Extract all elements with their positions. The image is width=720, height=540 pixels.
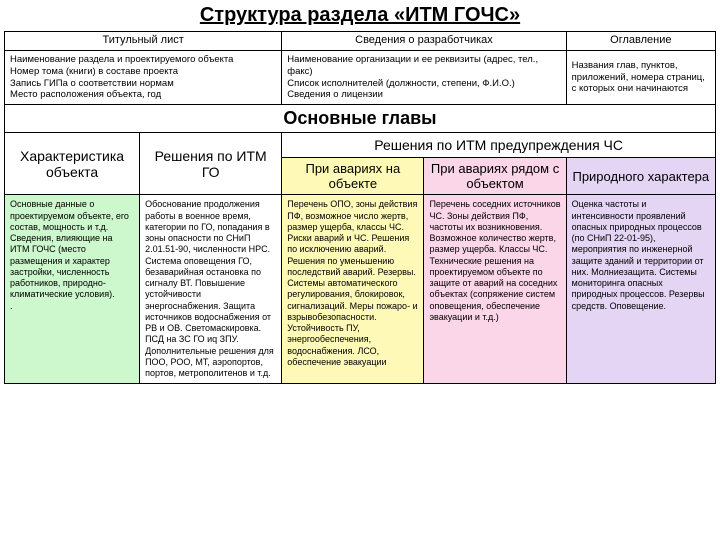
body-solutions-go: Обоснование продолжения работы в военное… [140,195,282,384]
main-section-title: Основные главы [5,105,716,133]
header-developers: Сведения о разработчиках [282,32,566,51]
subhead-nearby: При авариях рядом с объектом [424,158,566,195]
colhead-characteristic: Характеристика объекта [5,133,140,195]
body-title-sheet: Наименование раздела и проектируемого об… [5,50,282,105]
header-title-sheet: Титульный лист [5,32,282,51]
subhead-natural: Природного характера [566,158,715,195]
body-characteristic: Основные данные о проектируемом объекте,… [5,195,140,384]
body-developers: Наименование организации и ее реквизиты … [282,50,566,105]
top-header-row: Титульный лист Сведения о разработчиках … [5,32,716,51]
body-toc: Названия глав, пунктов, приложений, номе… [566,50,715,105]
structure-table: Титульный лист Сведения о разработчиках … [4,31,716,384]
column-heads-row: Характеристика объекта Решения по ИТМ ГО… [5,133,716,158]
body-nearby: Перечень соседних источников ЧС. Зоны де… [424,195,566,384]
body-natural: Оценка частоты и интенсивности проявлени… [566,195,715,384]
page-title: Структура раздела «ИТМ ГОЧС» [4,4,716,27]
body-onsite: Перечень ОПО, зоны действия ПФ, возможно… [282,195,424,384]
colhead-solutions-go: Решения по ИТМ ГО [140,133,282,195]
top-body-row: Наименование раздела и проектируемого об… [5,50,716,105]
body-row: Основные данные о проектируемом объекте,… [5,195,716,384]
colhead-solutions-chs: Решения по ИТМ предупреждения ЧС [282,133,716,158]
header-toc: Оглавление [566,32,715,51]
subhead-onsite: При авариях на объекте [282,158,424,195]
